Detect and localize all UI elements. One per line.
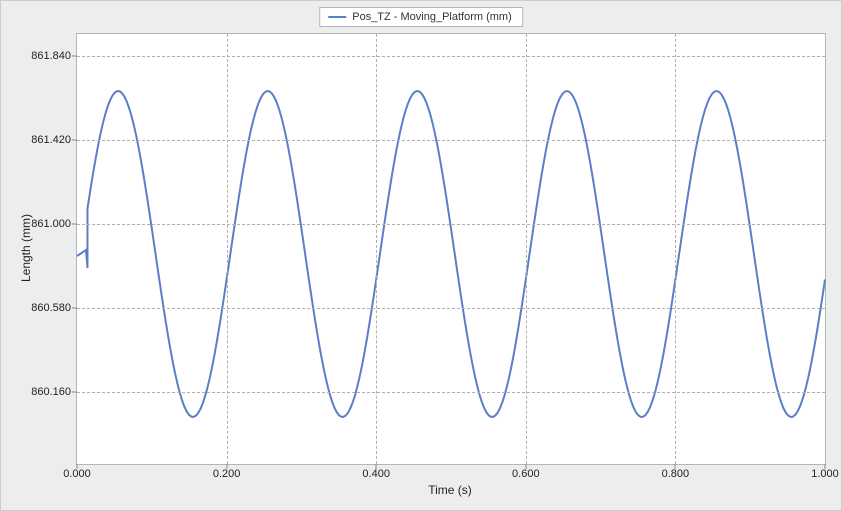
tick-mark bbox=[72, 56, 77, 57]
x-tick-label: 0.600 bbox=[512, 468, 540, 480]
y-tick-label: 860.160 bbox=[31, 386, 71, 398]
legend-label: Pos_TZ - Moving_Platform (mm) bbox=[352, 11, 512, 23]
gridline-horizontal bbox=[77, 392, 825, 393]
tick-mark bbox=[72, 392, 77, 393]
tick-mark bbox=[72, 224, 77, 225]
gridline-horizontal bbox=[77, 224, 825, 225]
y-tick-label: 861.840 bbox=[31, 50, 71, 62]
x-tick-label: 0.800 bbox=[662, 468, 690, 480]
gridline-vertical bbox=[526, 34, 527, 464]
gridline-horizontal bbox=[77, 308, 825, 309]
gridline-horizontal bbox=[77, 56, 825, 57]
x-tick-label: 0.400 bbox=[362, 468, 390, 480]
tick-mark bbox=[72, 308, 77, 309]
y-axis-title: Length (mm) bbox=[19, 214, 33, 282]
legend-swatch bbox=[328, 16, 346, 18]
x-tick-label: 0.200 bbox=[213, 468, 241, 480]
tick-mark bbox=[72, 140, 77, 141]
gridline-vertical bbox=[227, 34, 228, 464]
y-tick-label: 861.000 bbox=[31, 218, 71, 230]
plot-area: 0.0000.2000.4000.6000.8001.000860.160860… bbox=[76, 33, 826, 465]
y-tick-label: 860.580 bbox=[31, 302, 71, 314]
gridline-vertical bbox=[675, 34, 676, 464]
gridline-horizontal bbox=[77, 140, 825, 141]
chart-container: Pos_TZ - Moving_Platform (mm) 0.0000.200… bbox=[0, 0, 842, 511]
x-axis-title: Time (s) bbox=[428, 483, 472, 497]
y-tick-label: 861.420 bbox=[31, 134, 71, 146]
line-series bbox=[77, 34, 825, 464]
legend: Pos_TZ - Moving_Platform (mm) bbox=[319, 7, 523, 27]
x-tick-label: 0.000 bbox=[63, 468, 91, 480]
x-tick-label: 1.000 bbox=[811, 468, 839, 480]
gridline-vertical bbox=[376, 34, 377, 464]
